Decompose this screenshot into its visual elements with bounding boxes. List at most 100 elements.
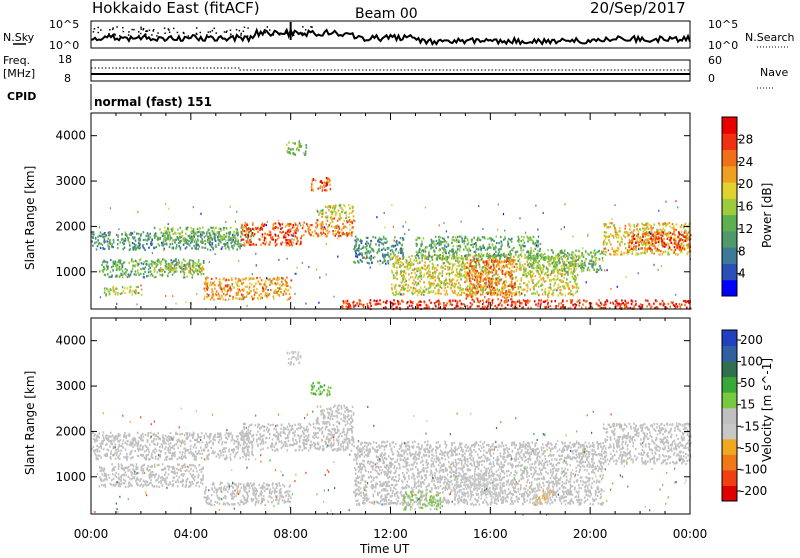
data-cell [281,227,283,229]
data-cell [567,258,569,260]
data-cell [277,235,279,237]
data-cell [354,262,356,264]
data-cell [587,253,589,255]
data-cell [137,286,139,288]
data-cell [628,245,630,247]
data-cell [260,239,262,241]
data-cell [661,229,663,231]
data-cell [532,264,534,266]
data-cell [168,269,170,271]
data-cell [381,239,383,241]
data-cell [480,273,482,275]
data-cell [322,186,324,188]
data-cell [583,299,585,301]
data-cell [375,243,377,245]
data-cell [530,288,532,290]
data-cell [224,287,226,289]
data-cell [185,266,187,268]
data-cell [344,226,346,228]
data-cell [527,236,529,238]
data-cell [528,239,530,241]
data-cell [581,270,583,272]
data-cell [137,272,139,274]
data-cell [593,269,595,271]
data-cell [385,301,387,303]
data-cell [558,284,560,286]
data-cell [631,242,633,244]
data-cell [394,262,396,264]
data-cell [391,284,393,286]
data-cell [686,240,688,242]
data-cell [586,300,588,302]
data-cell [232,296,234,298]
data-cell [322,216,324,218]
data-cell [244,234,246,236]
data-cell [531,280,533,282]
data-cell [197,248,199,250]
data-cell [645,239,647,241]
data-cell [124,272,126,274]
data-cell [348,306,350,308]
data-cell [522,274,524,276]
data-cell [272,278,274,280]
data-cell [345,300,347,302]
data-cell [641,239,643,241]
data-cell [285,241,287,243]
data-cell [296,243,298,245]
data-cell [393,274,395,276]
data-cell [236,239,238,241]
data-cell [619,244,621,246]
data-cell [293,233,295,235]
data-cell [623,235,625,237]
data-cell [574,281,576,283]
data-cell [202,240,204,242]
data-cell [554,300,556,302]
data-cell [397,302,399,304]
data-cell [662,300,664,302]
data-cell [204,236,206,238]
data-cell [235,277,237,279]
data-cell [379,299,381,301]
data-cell [554,279,556,281]
nsearch-point [200,32,202,34]
data-cell [440,240,442,242]
data-cell [269,241,271,243]
data-cell [471,265,473,267]
data-cell [268,294,270,296]
data-cell [503,239,505,241]
nsearch-point [156,35,158,37]
data-cell [548,306,550,308]
data-cell [596,271,598,273]
data-cell [108,234,110,236]
data-cell [467,272,469,274]
data-cell [355,245,357,247]
data-cell [177,229,179,231]
data-cell [535,275,537,277]
data-cell [540,265,542,267]
data-cell [172,247,174,249]
data-cell [460,278,462,280]
data-cell [662,245,664,247]
data-cell [498,254,500,256]
data-cell [381,249,383,251]
data-cell [486,263,488,265]
data-cell [615,253,617,255]
data-cell [475,294,477,296]
data-cell [104,260,106,262]
data-cell [292,227,294,229]
data-cell [324,186,326,188]
data-cell [186,264,188,266]
data-cell [471,239,473,241]
data-cell [575,268,577,270]
data-cell [483,254,485,256]
nsearch-point [188,35,190,37]
data-cell [493,274,495,276]
data-cell [340,207,342,209]
data-cell [445,304,447,306]
data-cell [277,282,279,284]
data-cell [248,288,250,290]
data-cell [580,267,582,269]
data-cell [591,302,593,304]
data-cell [486,260,488,262]
data-cell [431,256,433,258]
